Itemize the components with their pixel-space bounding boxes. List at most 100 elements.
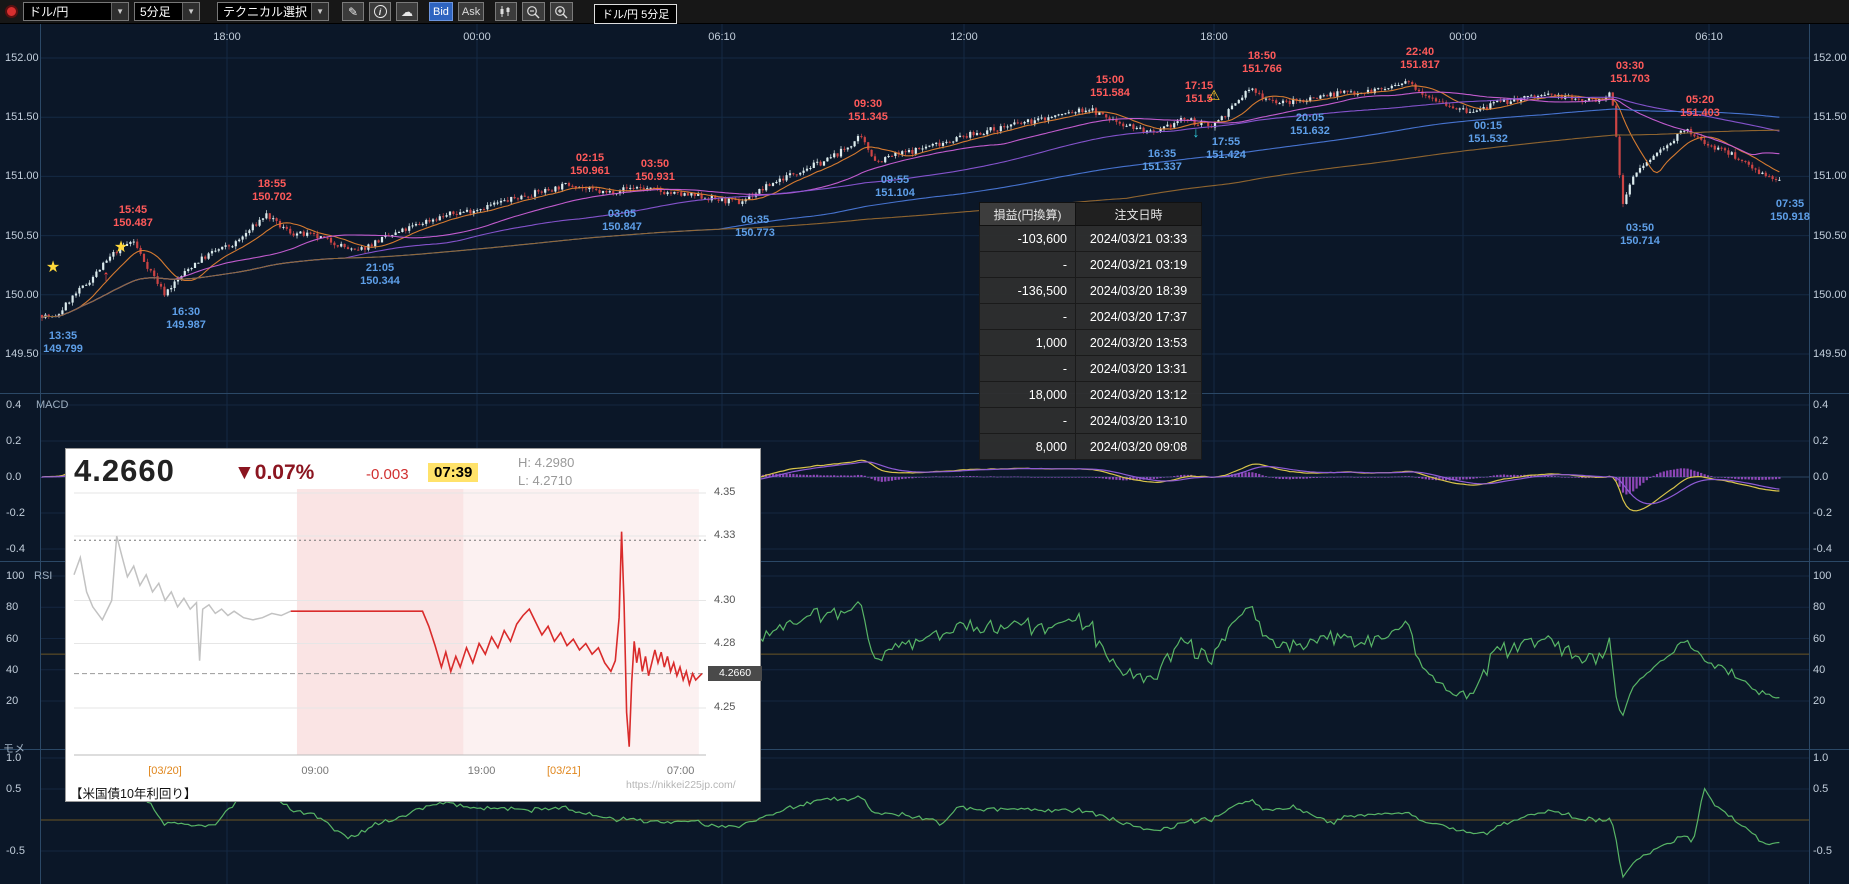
order-table-row[interactable]: 1,000 2024/03/20 13:53 bbox=[979, 329, 1202, 356]
us10y-yield-widget: 4.2660 ▼0.07% -0.003 07:39 H: 4.2980 L: … bbox=[65, 448, 762, 802]
order-pl-value: - bbox=[979, 303, 1076, 330]
yield-axis-label: 4.33 bbox=[714, 529, 736, 541]
price-annotation-low: 16:30 149.987 bbox=[166, 306, 206, 331]
momentum-scale-label: -0.5 bbox=[1813, 845, 1832, 857]
order-pl-value: 18,000 bbox=[979, 381, 1076, 408]
chevron-down-icon: ▼ bbox=[182, 3, 199, 20]
price-annotation-high: 15:45 150.487 bbox=[113, 204, 153, 229]
order-table-row[interactable]: -2024/03/20 17:37 bbox=[979, 303, 1202, 330]
panel-name-momentum: モメ bbox=[3, 743, 25, 755]
yield-watermark-link[interactable]: https://nikkei225jp.com/ bbox=[626, 779, 736, 791]
price-annotation-high: 03:50 150.931 bbox=[635, 158, 675, 183]
order-table-row[interactable]: -2024/03/20 13:10 bbox=[979, 407, 1202, 434]
zoom-out-button[interactable] bbox=[522, 2, 546, 21]
price-axis-label-left: 152.00 bbox=[5, 52, 39, 64]
order-table-row[interactable]: 18,000 2024/03/20 13:12 bbox=[979, 381, 1202, 408]
order-datetime: 2024/03/20 13:31 bbox=[1075, 355, 1202, 382]
yield-low-label: L: 4.2710 bbox=[518, 473, 573, 488]
price-annotation-high: 17:15 151.5 bbox=[1184, 80, 1214, 105]
order-table-row[interactable]: -2024/03/21 03:19 bbox=[979, 251, 1202, 278]
price-annotation-high: 18:55 150.702 bbox=[252, 178, 292, 203]
order-table-header-row: 損益(円換算) 注文日時 bbox=[979, 202, 1202, 226]
price-annotation-low: 21:05 150.344 bbox=[360, 262, 400, 287]
order-pl-value: - bbox=[979, 407, 1076, 434]
price-axis-label-right: 151.50 bbox=[1813, 111, 1847, 124]
order-datetime: 2024/03/21 03:19 bbox=[1075, 251, 1202, 278]
info-button[interactable]: i bbox=[369, 2, 391, 21]
panel-name-rsi: RSI bbox=[34, 570, 53, 582]
macd-scale-label: 0.0 bbox=[1813, 471, 1829, 483]
yield-x-label: [03/21] bbox=[547, 765, 581, 777]
price-annotation-low: 17:55 151.424 bbox=[1206, 136, 1246, 161]
arrow-down-marker: ↓ bbox=[1192, 124, 1200, 140]
app-logo-icon bbox=[5, 5, 18, 18]
timeframe-select[interactable]: 5分足 ▼ bbox=[134, 2, 200, 21]
price-annotation-high: 09:30 151.345 bbox=[848, 98, 888, 123]
macd-scale-label: -0.2 bbox=[1813, 507, 1832, 519]
yield-change-percent: ▼0.07% bbox=[234, 461, 315, 484]
rsi-scale-label: 40 bbox=[6, 663, 19, 676]
price-axis-label-right: 149.50 bbox=[1813, 348, 1847, 360]
order-table-row[interactable]: -2024/03/20 13:31 bbox=[979, 355, 1202, 382]
cloud-save-button[interactable]: ☁ bbox=[396, 2, 418, 21]
order-pl-value: 1,000 bbox=[979, 329, 1076, 356]
macd-scale-label: -0.4 bbox=[6, 543, 25, 555]
momentum-scale-label: 1.0 bbox=[1813, 752, 1829, 764]
order-datetime: 2024/03/20 09:08 bbox=[1075, 433, 1202, 460]
order-table-row[interactable]: -103,600 2024/03/21 03:33 bbox=[979, 225, 1202, 252]
yield-x-label: 09:00 bbox=[301, 765, 329, 777]
warning-marker: ⚠ bbox=[1207, 87, 1221, 103]
star-marker: ★ bbox=[113, 239, 129, 256]
draw-tool-button[interactable]: ✎ bbox=[342, 2, 364, 21]
rsi-scale-label: 20 bbox=[1813, 695, 1826, 707]
order-datetime: 2024/03/20 13:10 bbox=[1075, 407, 1202, 434]
yield-current-value: 4.2660 bbox=[74, 453, 175, 488]
order-pl-value: -136,500 bbox=[979, 277, 1076, 304]
macd-scale-label: -0.4 bbox=[1813, 543, 1832, 555]
order-datetime: 2024/03/20 13:12 bbox=[1075, 381, 1202, 408]
order-table-row[interactable]: 8,000 2024/03/20 09:08 bbox=[979, 433, 1202, 460]
rsi-scale-label: 80 bbox=[1813, 601, 1826, 614]
rsi-scale-label: 60 bbox=[6, 632, 19, 645]
order-pl-value: 8,000 bbox=[979, 433, 1076, 460]
momentum-scale-label: 0.5 bbox=[6, 783, 22, 795]
panel-name-macd: MACD bbox=[36, 399, 69, 411]
star-marker: ★ bbox=[45, 259, 61, 276]
yield-current-price-chip: 4.2660 bbox=[708, 665, 762, 681]
order-table-header: 損益(円換算) bbox=[979, 202, 1076, 226]
currency-pair-select[interactable]: ドル/円 ▼ bbox=[23, 2, 129, 21]
ask-toggle-button[interactable]: Ask bbox=[457, 2, 485, 21]
timeframe-label: 5分足 bbox=[140, 5, 171, 19]
chart-type-button[interactable] bbox=[495, 2, 518, 21]
technical-indicator-select[interactable]: テクニカル選択 ▼ bbox=[217, 2, 329, 21]
yield-x-label: 19:00 bbox=[467, 765, 496, 777]
price-annotation-high: 05:20 151.403 bbox=[1680, 94, 1720, 119]
rsi-scale-label: 40 bbox=[1813, 663, 1826, 676]
yield-axis-label: 4.28 bbox=[714, 636, 736, 649]
yield-time-badge: 07:39 bbox=[428, 463, 479, 482]
price-annotation-low: 20:05 151.632 bbox=[1290, 112, 1330, 137]
order-datetime: 2024/03/20 18:39 bbox=[1075, 277, 1202, 304]
yield-widget-title: 【米国債10年利回り】 bbox=[70, 787, 197, 801]
pencil-icon: ✎ bbox=[347, 4, 359, 19]
currency-pair-label: ドル/円 bbox=[29, 5, 69, 19]
order-pl-value: - bbox=[979, 251, 1076, 278]
arrow-up-marker: ↑ bbox=[102, 267, 110, 285]
order-datetime: 2024/03/21 03:33 bbox=[1075, 225, 1202, 252]
order-table-row[interactable]: -136,500 2024/03/20 18:39 bbox=[979, 277, 1202, 304]
order-history-table[interactable]: 損益(円換算) 注文日時 -103,600 2024/03/21 03:33-202… bbox=[979, 202, 1202, 460]
yield-x-label: [03/20] bbox=[148, 765, 182, 777]
price-annotation-high: 18:50 151.766 bbox=[1242, 50, 1282, 75]
yield-change-value: -0.003 bbox=[366, 466, 409, 483]
order-table-header: 注文日時 bbox=[1075, 202, 1202, 226]
momentum-scale-label: -0.5 bbox=[6, 845, 25, 857]
zoom-in-button[interactable] bbox=[550, 2, 574, 21]
time-axis-label: 00:00 bbox=[1449, 31, 1477, 43]
macd-scale-label: 0.0 bbox=[6, 471, 22, 483]
time-axis-label: 18:00 bbox=[213, 31, 241, 43]
bid-label: Bid bbox=[433, 5, 449, 18]
chevron-down-icon: ▼ bbox=[311, 3, 328, 20]
order-datetime: 2024/03/20 13:53 bbox=[1075, 329, 1202, 356]
bid-toggle-button[interactable]: Bid bbox=[429, 2, 453, 21]
